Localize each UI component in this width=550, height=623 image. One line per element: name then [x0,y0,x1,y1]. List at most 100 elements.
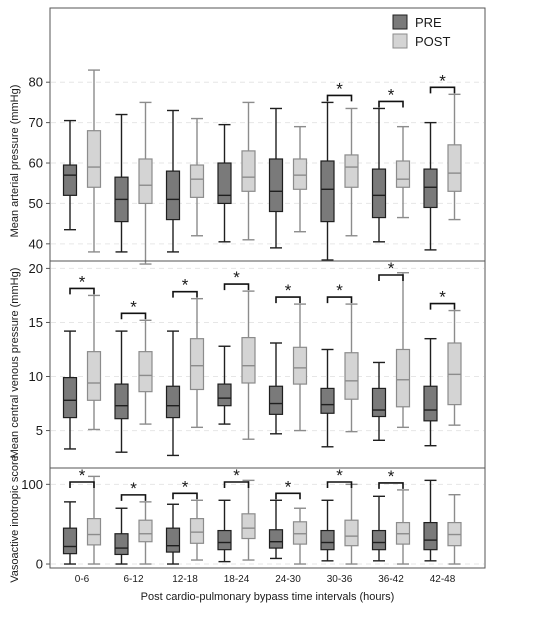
box [165,385,181,419]
box [268,385,284,415]
significance-asterisk: * [336,281,343,300]
x-tick-label: 30-36 [327,574,353,585]
significance-bracket [326,481,353,488]
significance-bracket [275,296,301,304]
significance-asterisk: * [336,466,343,485]
box [86,130,102,188]
y-tick-label: 0 [36,557,43,572]
significance-bracket [429,86,456,94]
significance-bracket [172,492,198,500]
box [62,376,78,419]
y-tick-label: 5 [36,423,43,438]
box [292,521,308,545]
significance-bracket [172,290,198,298]
significance-asterisk: * [182,276,189,295]
significance-asterisk: * [439,288,446,307]
x-tick-label: 24-30 [275,574,301,585]
x-tick-label: 36-42 [378,574,404,585]
significance-bracket [120,494,147,501]
box [189,518,205,544]
significance-asterisk: * [388,259,395,278]
significance-bracket [326,296,353,304]
significance-asterisk: * [285,281,292,300]
box [371,168,387,219]
significance-bracket [378,274,404,281]
legend-label: POST [415,34,450,49]
significance-asterisk: * [336,79,343,98]
significance-bracket [69,287,95,295]
box [395,348,411,408]
box [268,158,284,213]
box [371,387,387,418]
significance-bracket [326,94,353,102]
box [320,529,335,551]
significance-bracket [223,283,250,291]
y-tick-label: 15 [29,315,43,330]
box [165,170,181,221]
box [344,519,359,547]
box [423,521,438,551]
box [423,385,438,422]
significance-bracket [223,481,250,488]
box [292,346,308,385]
significance-asterisk: * [388,85,395,104]
significance-bracket [69,481,95,488]
significance-bracket [378,100,404,108]
x-tick-label: 12-18 [172,574,198,585]
significance-asterisk: * [130,297,137,316]
y-tick-label: 80 [29,75,43,90]
box [138,351,153,393]
box [189,164,205,198]
box [86,351,102,401]
box [395,160,411,188]
significance-asterisk: * [79,272,86,291]
box [344,154,359,188]
box [241,336,256,384]
box [292,158,308,190]
significance-asterisk: * [79,466,86,485]
box [217,529,232,551]
significance-asterisk: * [439,71,446,90]
box [62,527,78,555]
box [217,383,232,407]
x-tick-label: 42-48 [430,574,456,585]
y-axis-label: Mean arterial pressure (mmHg) [9,85,21,238]
box [241,150,256,192]
x-tick-label: 6-12 [123,574,143,585]
box [217,162,232,205]
x-tick-label: 0-6 [75,574,90,585]
box [114,533,129,556]
x-axis-label: Post cardio-pulmonary bypass time interv… [141,591,395,603]
y-tick-label: 100 [21,477,43,492]
box [371,529,387,551]
significance-asterisk: * [182,477,189,496]
y-tick-label: 40 [29,236,43,251]
significance-asterisk: * [233,268,240,287]
box [138,158,153,205]
box [320,160,335,223]
box [344,352,359,400]
box [320,387,335,414]
significance-asterisk: * [388,467,395,486]
x-tick-label: 18-24 [224,574,250,585]
box [114,383,129,420]
significance-asterisk: * [285,477,292,496]
y-tick-label: 70 [29,115,43,130]
y-axis-label: Mean central venous pressure (mmHg) [9,268,21,459]
legend-swatch [392,33,408,49]
box [86,518,102,546]
significance-bracket [120,312,147,320]
box [62,164,78,196]
y-tick-label: 20 [29,261,43,276]
box [423,168,438,209]
box [165,527,181,553]
box [189,338,205,391]
legend-label: PRE [415,15,442,30]
y-tick-label: 10 [29,369,43,384]
significance-bracket [378,482,404,489]
box [241,513,256,540]
box [447,144,462,192]
box [138,519,153,543]
significance-asterisk: * [233,466,240,485]
